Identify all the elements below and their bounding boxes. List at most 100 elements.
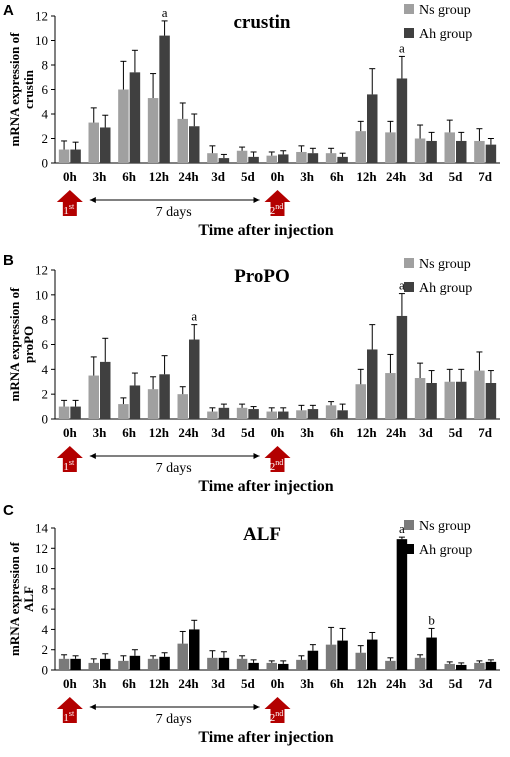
bar xyxy=(414,378,426,419)
bar xyxy=(236,150,248,163)
bar xyxy=(444,381,455,419)
bar xyxy=(58,406,70,419)
bar xyxy=(456,381,467,419)
second-injection-arrow xyxy=(264,190,291,216)
first-injection-ordinal: st xyxy=(69,458,75,467)
y-tick-label: 14 xyxy=(35,521,49,536)
bar xyxy=(355,652,366,670)
x-tick-label: 24h xyxy=(386,676,407,691)
legend-swatch xyxy=(404,544,414,554)
legend-swatch xyxy=(404,520,414,530)
x-tick-label: 24h xyxy=(386,169,407,184)
first-injection-label: 1st xyxy=(63,202,75,217)
y-tick-label: 8 xyxy=(42,581,49,596)
x-tick-label: 24h xyxy=(178,676,199,691)
x-tick-label: 12h xyxy=(356,169,377,184)
bar xyxy=(177,643,188,670)
bar xyxy=(485,661,497,670)
y-tick-label: 6 xyxy=(42,337,49,352)
legend-swatch xyxy=(404,282,414,292)
bar xyxy=(266,662,277,670)
bar xyxy=(296,659,307,670)
interval-arrowhead xyxy=(253,704,260,710)
second-injection-arrow xyxy=(264,697,291,723)
x-tick-label: 3h xyxy=(300,676,315,691)
x-tick-label: 24h xyxy=(386,425,407,440)
interval-arrowhead xyxy=(89,453,96,459)
interval-label: 7 days xyxy=(156,712,192,727)
second-injection-label: 2nd xyxy=(270,458,284,473)
x-tick-label: 5d xyxy=(241,169,256,184)
legend-entry: Ah group xyxy=(419,281,472,296)
bar xyxy=(337,410,348,419)
bar xyxy=(367,349,378,419)
y-tick-label: 12 xyxy=(35,541,48,556)
bar xyxy=(189,126,200,163)
second-injection-number: 2 xyxy=(270,712,276,724)
x-tick-label: 7d xyxy=(478,425,493,440)
bar xyxy=(118,404,129,419)
y-tick-label: 8 xyxy=(42,58,49,73)
x-tick-label: 0h xyxy=(271,676,286,691)
x-tick-label: 3d xyxy=(211,169,226,184)
y-axis-label-line: proPO xyxy=(21,326,36,363)
first-injection-number: 1 xyxy=(63,205,69,217)
legend-entry: Ah group xyxy=(419,27,472,42)
interval-arrowhead xyxy=(89,197,96,203)
bar xyxy=(337,640,348,670)
bar xyxy=(129,72,141,163)
bar xyxy=(367,639,378,670)
bar xyxy=(456,664,467,670)
second-injection-arrow xyxy=(264,446,291,472)
x-tick-label: 5d xyxy=(449,425,464,440)
bar xyxy=(248,156,259,163)
x-tick-label: 0h xyxy=(271,169,286,184)
bar xyxy=(396,539,408,670)
bar xyxy=(236,407,248,419)
bar xyxy=(426,140,437,163)
x-tick-label: 0h xyxy=(271,425,286,440)
bar xyxy=(307,153,319,163)
bar xyxy=(456,140,467,163)
significance-label: a xyxy=(399,521,405,536)
first-injection-arrow xyxy=(56,190,83,216)
bar xyxy=(266,155,277,163)
significance-label: a xyxy=(162,5,168,20)
x-tick-label: 3h xyxy=(300,169,315,184)
bar xyxy=(100,127,111,163)
y-tick-label: 0 xyxy=(42,663,49,678)
y-tick-label: 12 xyxy=(35,9,48,24)
bar xyxy=(58,149,70,163)
x-axis-title: Time after injection xyxy=(198,222,333,239)
x-tick-label: 0h xyxy=(63,169,78,184)
bar xyxy=(355,384,366,419)
bar xyxy=(189,339,200,419)
bar xyxy=(474,662,485,670)
y-tick-label: 0 xyxy=(42,156,49,171)
x-tick-label: 5d xyxy=(449,676,464,691)
second-injection-ordinal: nd xyxy=(275,202,283,211)
second-injection-label: 2nd xyxy=(270,709,284,724)
interval-arrowhead xyxy=(253,453,260,459)
bar xyxy=(118,660,129,670)
bar xyxy=(129,385,141,419)
bar xyxy=(218,657,230,670)
significance-label: b xyxy=(428,612,435,627)
x-tick-label: 12h xyxy=(149,169,170,184)
x-tick-label: 3d xyxy=(211,676,226,691)
legend-swatch xyxy=(404,4,414,14)
bar xyxy=(218,158,230,163)
y-axis-label-line: mRNA expression of xyxy=(7,541,22,656)
interval-label: 7 days xyxy=(156,205,192,220)
significance-label: a xyxy=(191,309,197,324)
legend-entry: Ns group xyxy=(419,257,471,272)
x-tick-label: 12h xyxy=(149,425,170,440)
x-axis-title: Time after injection xyxy=(198,478,333,495)
x-tick-label: 3h xyxy=(93,425,108,440)
second-injection-ordinal: nd xyxy=(275,458,283,467)
significance-label: a xyxy=(399,40,405,55)
x-axis-title: Time after injection xyxy=(198,729,333,746)
bar xyxy=(147,658,159,670)
bar xyxy=(147,389,159,419)
